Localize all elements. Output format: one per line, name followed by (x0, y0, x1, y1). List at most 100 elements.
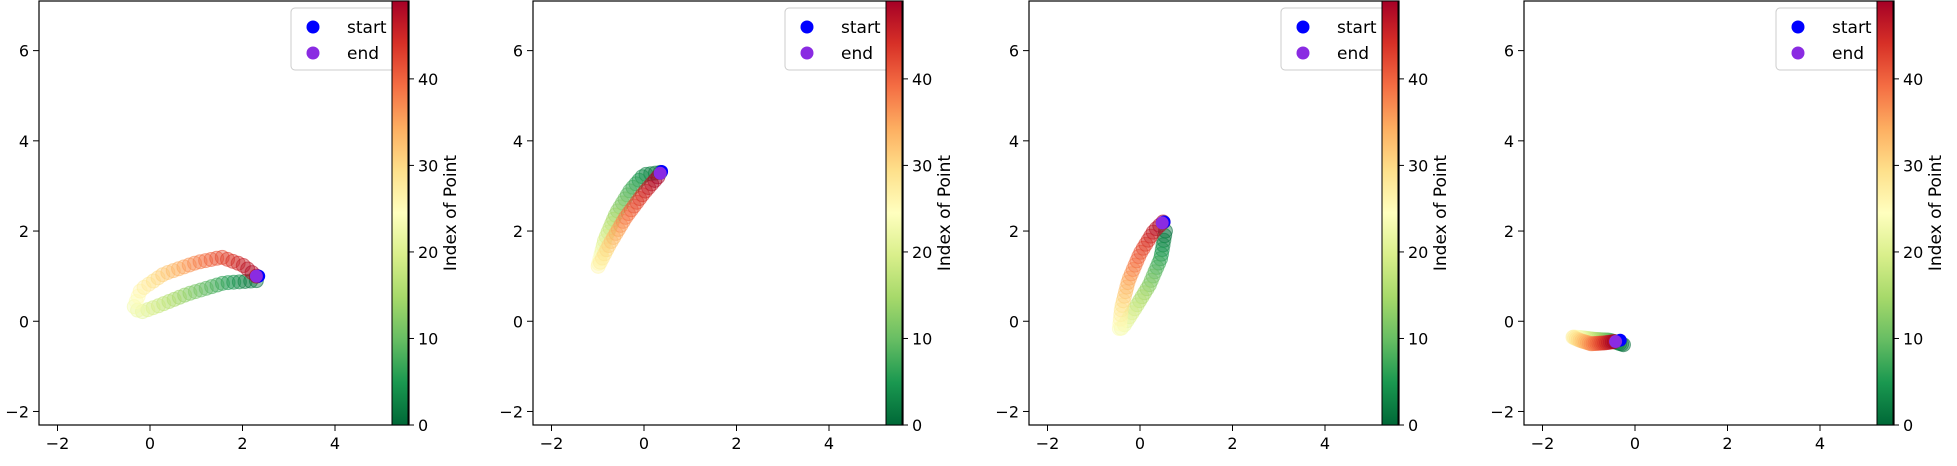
y-tick-label: 4 (513, 132, 523, 151)
colorbar-3: 0 10 20 30 40 Index of Point (1381, 0, 1451, 435)
y-tick-label: 6 (513, 42, 523, 61)
legend-end-label: end (841, 44, 873, 64)
subplot-4: −2 0 2 4 −2 0 2 4 6 start end (1490, 0, 1895, 453)
scatter-point (599, 242, 615, 258)
legend-end-marker (306, 46, 320, 60)
y-tick-label: 0 (1009, 312, 1019, 331)
legend: start end (1280, 7, 1392, 71)
scatter-point (187, 255, 203, 271)
x-tick-label: −2 (1531, 434, 1555, 453)
colorbar-tick-label: 20 (1903, 243, 1923, 262)
x-tick-label: 0 (1630, 434, 1640, 453)
legend-end-label: end (347, 44, 379, 64)
scatter-point (1138, 236, 1154, 252)
scatter-point (594, 250, 610, 266)
x-tick-label: 2 (731, 434, 741, 453)
colorbar-tick-label: 0 (1408, 416, 1418, 435)
end-point (653, 166, 667, 180)
scatter-point (1140, 232, 1156, 248)
y-tick-label: 2 (513, 222, 523, 241)
colorbar-tick-label: 10 (1903, 329, 1923, 348)
colorbar-tick-label: 0 (912, 416, 922, 435)
x-tick-label: 0 (1135, 434, 1145, 453)
legend-start-label: start (841, 18, 881, 38)
colorbar-tick-label: 0 (418, 416, 428, 435)
x-tick-label: −2 (46, 434, 70, 453)
legend-start-marker (306, 20, 320, 34)
legend-end-marker (1791, 46, 1805, 60)
scatter-point (597, 246, 613, 262)
y-tick-label: 0 (513, 312, 523, 331)
end-point (249, 269, 263, 283)
colorbar-tick-label: 20 (1408, 243, 1428, 262)
scatter-point (1133, 244, 1149, 260)
scatter-point (1141, 277, 1157, 293)
colorbar-tick-label: 0 (1903, 416, 1913, 435)
colorbar-gradient-bar (391, 0, 409, 426)
colorbar-gradient-bar (885, 0, 903, 426)
scatter-point (1131, 248, 1147, 264)
axes-frame (532, 0, 904, 426)
x-tick-label: −2 (1036, 434, 1060, 453)
scatter-point (603, 233, 619, 249)
scatter-point (231, 274, 247, 290)
scatter-point (220, 275, 236, 291)
axes-frame (38, 0, 410, 426)
subplot-3: −2 0 2 4 −2 0 2 4 6 start end (995, 0, 1400, 453)
scatter-point (203, 251, 219, 267)
y-tick-label: 4 (1504, 132, 1514, 151)
colorbar-tick-label: 10 (1408, 329, 1428, 348)
scatter-point (1153, 246, 1169, 262)
scatter-point (601, 238, 617, 254)
colorbar-gradient-bar (1381, 0, 1399, 426)
legend-end-label: end (1832, 44, 1864, 64)
scatter-point (590, 258, 606, 274)
scatter-series (1565, 329, 1631, 353)
colorbar-gradient-bar (1876, 0, 1894, 426)
scatter-series (1111, 214, 1173, 337)
colorbar-tick-label: 40 (1408, 70, 1428, 89)
y-tick-label: 4 (1009, 132, 1019, 151)
colorbar-4: 0 10 20 30 40 Index of Point (1876, 0, 1946, 435)
y-tick-label: −2 (5, 402, 29, 421)
y-tick-label: −2 (1490, 402, 1514, 421)
scatter-point (1137, 285, 1153, 301)
legend-end-marker (1296, 46, 1310, 60)
x-tick-label: 0 (639, 434, 649, 453)
legend-start-marker (1791, 20, 1805, 34)
scatter-point (1139, 281, 1155, 297)
scatter-point (1143, 228, 1159, 244)
x-tick-label: 2 (237, 434, 247, 453)
scatter-point (1135, 240, 1151, 256)
scatter-point (1134, 289, 1150, 305)
legend-start-label: start (1337, 18, 1377, 38)
end-point (1155, 216, 1169, 230)
y-tick-label: −2 (499, 402, 523, 421)
scatter-series (590, 164, 669, 274)
legend-start-label: start (347, 18, 387, 38)
colorbar-label: Index of Point (935, 155, 955, 272)
colorbar-tick-label: 10 (912, 329, 932, 348)
colorbar-tick-label: 30 (418, 156, 438, 175)
legend-start-marker (1296, 20, 1310, 34)
colorbar-tick-label: 20 (418, 243, 438, 262)
colorbar-2: 0 10 20 30 40 Index of Point (885, 0, 955, 435)
x-tick-label: 4 (330, 434, 340, 453)
y-tick-label: −2 (995, 402, 1019, 421)
y-tick-label: 6 (1504, 42, 1514, 61)
scatter-point (209, 250, 225, 266)
scatter-point (615, 213, 631, 229)
y-tick-label: 4 (19, 132, 29, 151)
scatter-point (592, 254, 608, 270)
y-tick-label: 0 (1504, 312, 1514, 331)
legend: start end (784, 7, 896, 71)
legend-start-label: start (1832, 18, 1872, 38)
colorbar-tick-label: 40 (1903, 70, 1923, 89)
axes-frame (1028, 0, 1400, 426)
y-tick-label: 6 (1009, 42, 1019, 61)
legend-end-marker (800, 46, 814, 60)
scatter-point (1129, 297, 1145, 313)
colorbar-label: Index of Point (441, 155, 461, 272)
scatter-point (613, 217, 629, 233)
colorbar-label: Index of Point (1926, 155, 1946, 272)
